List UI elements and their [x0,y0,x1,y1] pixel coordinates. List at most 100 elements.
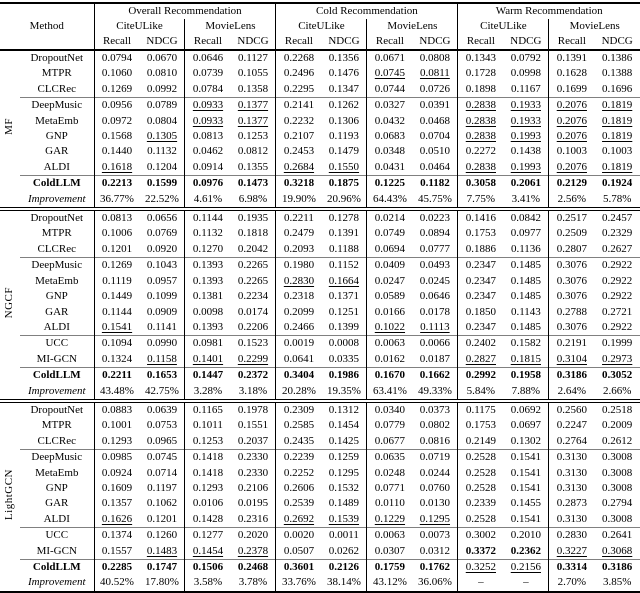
value-cell: 0.1381 [184,289,231,305]
value-cell: 0.2076 [548,97,595,114]
group-label: MF [0,50,20,212]
method-cell: DeepMusic [20,449,95,466]
value-cell: 0.3104 [548,351,595,368]
value-cell: 0.0792 [510,52,541,64]
table-body: MF DropoutNet 0.0794 0.0670 0.0646 0.1127 0.22… [0,50,640,592]
value-cell: 0.0335 [328,352,360,365]
value-cell: 0.2234 [237,290,269,303]
value-cell: 0.1428 [184,511,231,528]
group-label: NGCF [0,209,20,403]
value-cell: 0.2239 [275,449,322,466]
value-cell: 0.3076 [548,257,595,274]
value-cell: 0.0749 [366,226,413,242]
method-cell: MTPR [41,67,72,80]
value-cell: 0.2076 [548,113,595,130]
table-head: Method Overall Recommendation Cold Recomme… [0,3,640,51]
value-cell: 0.0187 [419,352,451,365]
value-cell: 0.1393 [184,273,231,290]
value-cell: 0.1144 [184,209,231,227]
value-cell: 0.1819 [602,160,633,173]
metric-header: NDCG [230,34,276,51]
value-cell: 0.0777 [419,242,451,255]
value-cell: 0.0670 [146,52,178,64]
value-cell: 0.1935 [237,212,269,225]
value-cell: 0.3372 [457,543,504,560]
value-cell: 0.1541 [93,319,140,336]
value-cell: 0.2457 [602,212,633,225]
value-cell: 0.2528 [457,465,504,481]
value-cell: 0.0914 [184,159,231,176]
value-cell: 0.2992 [457,367,504,384]
value-cell: 3.28% [184,383,231,403]
value-cell: 0.1653 [139,367,185,384]
value-cell: 0.0692 [510,403,541,416]
value-cell: 0.1305 [146,130,178,143]
value-cell: 0.0739 [184,66,231,82]
value-cell: 19.90% [275,191,322,212]
value-cell: 0.0808 [419,52,451,64]
value-cell: 0.3130 [548,449,595,466]
value-cell: 0.0409 [366,257,413,274]
method-cell: GNP [45,481,68,494]
metric-header: Recall [184,34,231,51]
method-cell: DropoutNet [30,403,84,416]
value-cell: 0.0262 [328,544,360,557]
method-cell: UCC [20,527,95,544]
value-cell: 0.0493 [412,257,458,274]
value-cell: 0.0462 [184,144,231,160]
value-cell: 0.0753 [146,419,178,432]
value-cell: 0.1270 [184,241,231,258]
value-cell: 0.2827 [457,351,504,368]
value-cell: 0.1388 [602,67,633,80]
value-cell: 0.0019 [275,335,322,352]
metric-header: NDCG [139,34,185,51]
value-cell: 0.2402 [457,335,504,352]
value-cell: 0.0247 [366,273,413,290]
value-cell: 0.1819 [602,130,633,143]
value-cell: 0.1850 [457,304,504,320]
value-cell: 0.1371 [328,290,360,303]
value-cell: 0.1001 [93,418,140,434]
value-cell: 0.1377 [237,114,269,127]
value-cell: 0.1295 [419,512,451,525]
value-cell: 0.2309 [275,400,322,419]
value-cell: 0.1875 [321,175,367,192]
value-cell: 0.2830 [275,273,322,290]
value-cell: 0.2684 [275,159,322,176]
value-cell: 0.2106 [237,481,269,494]
value-cell: 0.1006 [93,226,140,242]
value-cell: 0.0110 [366,496,413,512]
value-cell: 0.0677 [366,433,413,450]
value-cell: 0.1386 [602,52,633,64]
value-cell: 0.1753 [457,226,504,242]
value-cell: 36.06% [417,576,452,589]
value-cell: 0.1193 [329,130,359,143]
method-cell: MetaEmb [35,466,79,479]
value-cell: 0.1898 [457,81,504,98]
value-cell: 0.2330 [230,449,276,466]
method-cell: Improvement [20,191,95,212]
value-cell: 0.0464 [419,160,451,173]
value-cell: 0.1980 [275,257,322,274]
value-cell: 0.0166 [366,304,413,320]
method-cell: CLCRec [37,434,77,447]
method-cell: DeepMusic [20,257,95,274]
value-cell: 0.2076 [548,129,595,145]
value-cell: 0.1999 [594,335,640,352]
value-cell: 0.1476 [328,67,360,80]
value-cell: 0.3008 [602,466,633,479]
value-cell: 0.0646 [184,50,231,67]
value-cell: 19.35% [321,383,367,403]
value-cell: 0.1003 [602,145,633,158]
value-cell: 0.0784 [184,81,231,98]
value-cell: 0.2585 [275,418,322,434]
value-cell: 0.1167 [510,82,541,95]
value-cell: 0.1356 [328,52,360,64]
value-cell: 7.75% [457,191,504,212]
value-cell: 0.1401 [184,351,231,368]
value-cell: 0.1551 [237,419,269,432]
value-cell: 0.2206 [237,320,269,333]
value-cell: 0.0909 [146,305,178,318]
value-cell: 0.0391 [412,97,458,114]
